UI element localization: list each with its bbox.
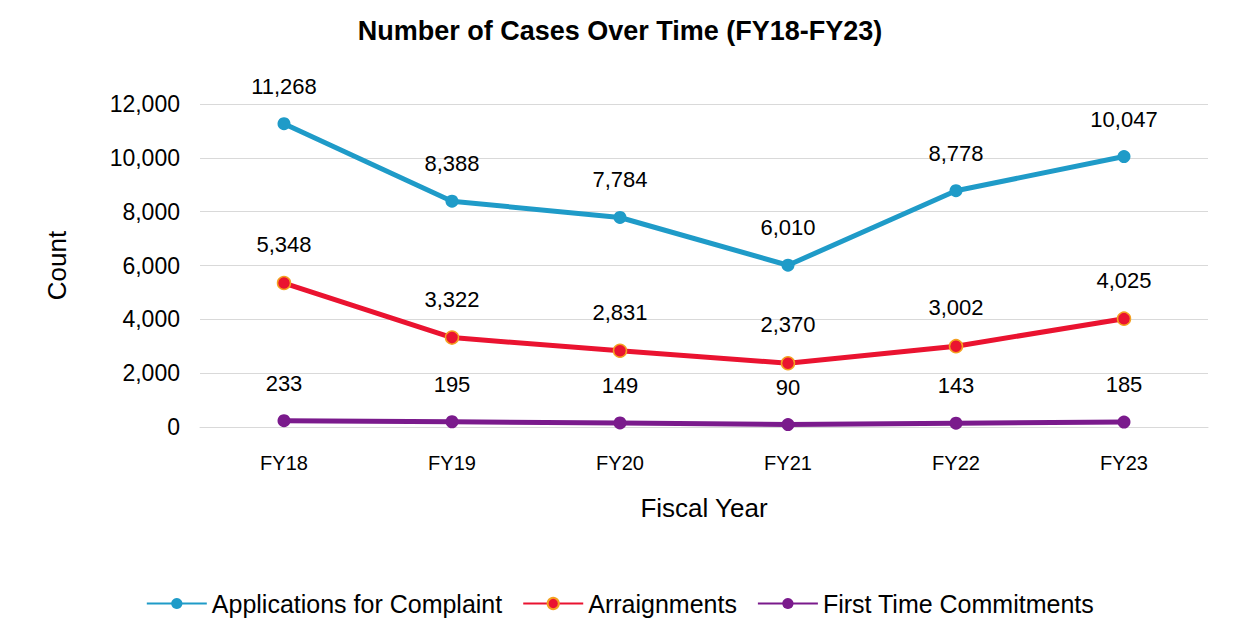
svg-text:10,047: 10,047	[1090, 107, 1157, 132]
svg-text:185: 185	[1106, 372, 1143, 397]
svg-text:FY18: FY18	[260, 452, 308, 474]
svg-text:12,000: 12,000	[110, 91, 180, 117]
svg-text:FY22: FY22	[932, 452, 980, 474]
svg-text:8,778: 8,778	[928, 141, 983, 166]
svg-text:0: 0	[167, 414, 180, 440]
svg-text:8,388: 8,388	[424, 151, 479, 176]
svg-text:Arraignments: Arraignments	[588, 590, 737, 618]
svg-text:Fiscal Year: Fiscal Year	[640, 493, 768, 523]
svg-text:2,831: 2,831	[592, 300, 647, 325]
svg-text:11,268: 11,268	[251, 74, 317, 99]
svg-text:2,370: 2,370	[760, 312, 815, 337]
svg-text:2,000: 2,000	[122, 360, 180, 386]
svg-text:FY20: FY20	[596, 452, 644, 474]
svg-text:3,002: 3,002	[928, 295, 983, 320]
svg-text:6,000: 6,000	[122, 253, 180, 279]
svg-text:233: 233	[266, 371, 303, 396]
svg-text:143: 143	[938, 373, 975, 398]
svg-text:FY19: FY19	[428, 452, 476, 474]
svg-text:4,000: 4,000	[122, 306, 180, 332]
svg-text:Count: Count	[42, 230, 72, 300]
svg-text:6,010: 6,010	[760, 215, 815, 240]
svg-text:5,348: 5,348	[256, 232, 311, 257]
svg-text:3,322: 3,322	[424, 287, 479, 312]
svg-text:90: 90	[776, 375, 800, 400]
svg-text:FY23: FY23	[1100, 452, 1148, 474]
svg-text:195: 195	[434, 372, 471, 397]
svg-text:Number of Cases Over Time (FY1: Number of Cases Over Time (FY18-FY23)	[358, 16, 883, 46]
svg-text:149: 149	[602, 373, 639, 398]
svg-text:8,000: 8,000	[122, 199, 180, 225]
svg-text:7,784: 7,784	[592, 167, 647, 192]
svg-text:10,000: 10,000	[110, 145, 180, 171]
svg-text:First Time Commitments: First Time Commitments	[823, 590, 1094, 618]
svg-text:Applications for Complaint: Applications for Complaint	[212, 590, 502, 618]
svg-text:4,025: 4,025	[1096, 268, 1151, 293]
svg-text:FY21: FY21	[764, 452, 812, 474]
